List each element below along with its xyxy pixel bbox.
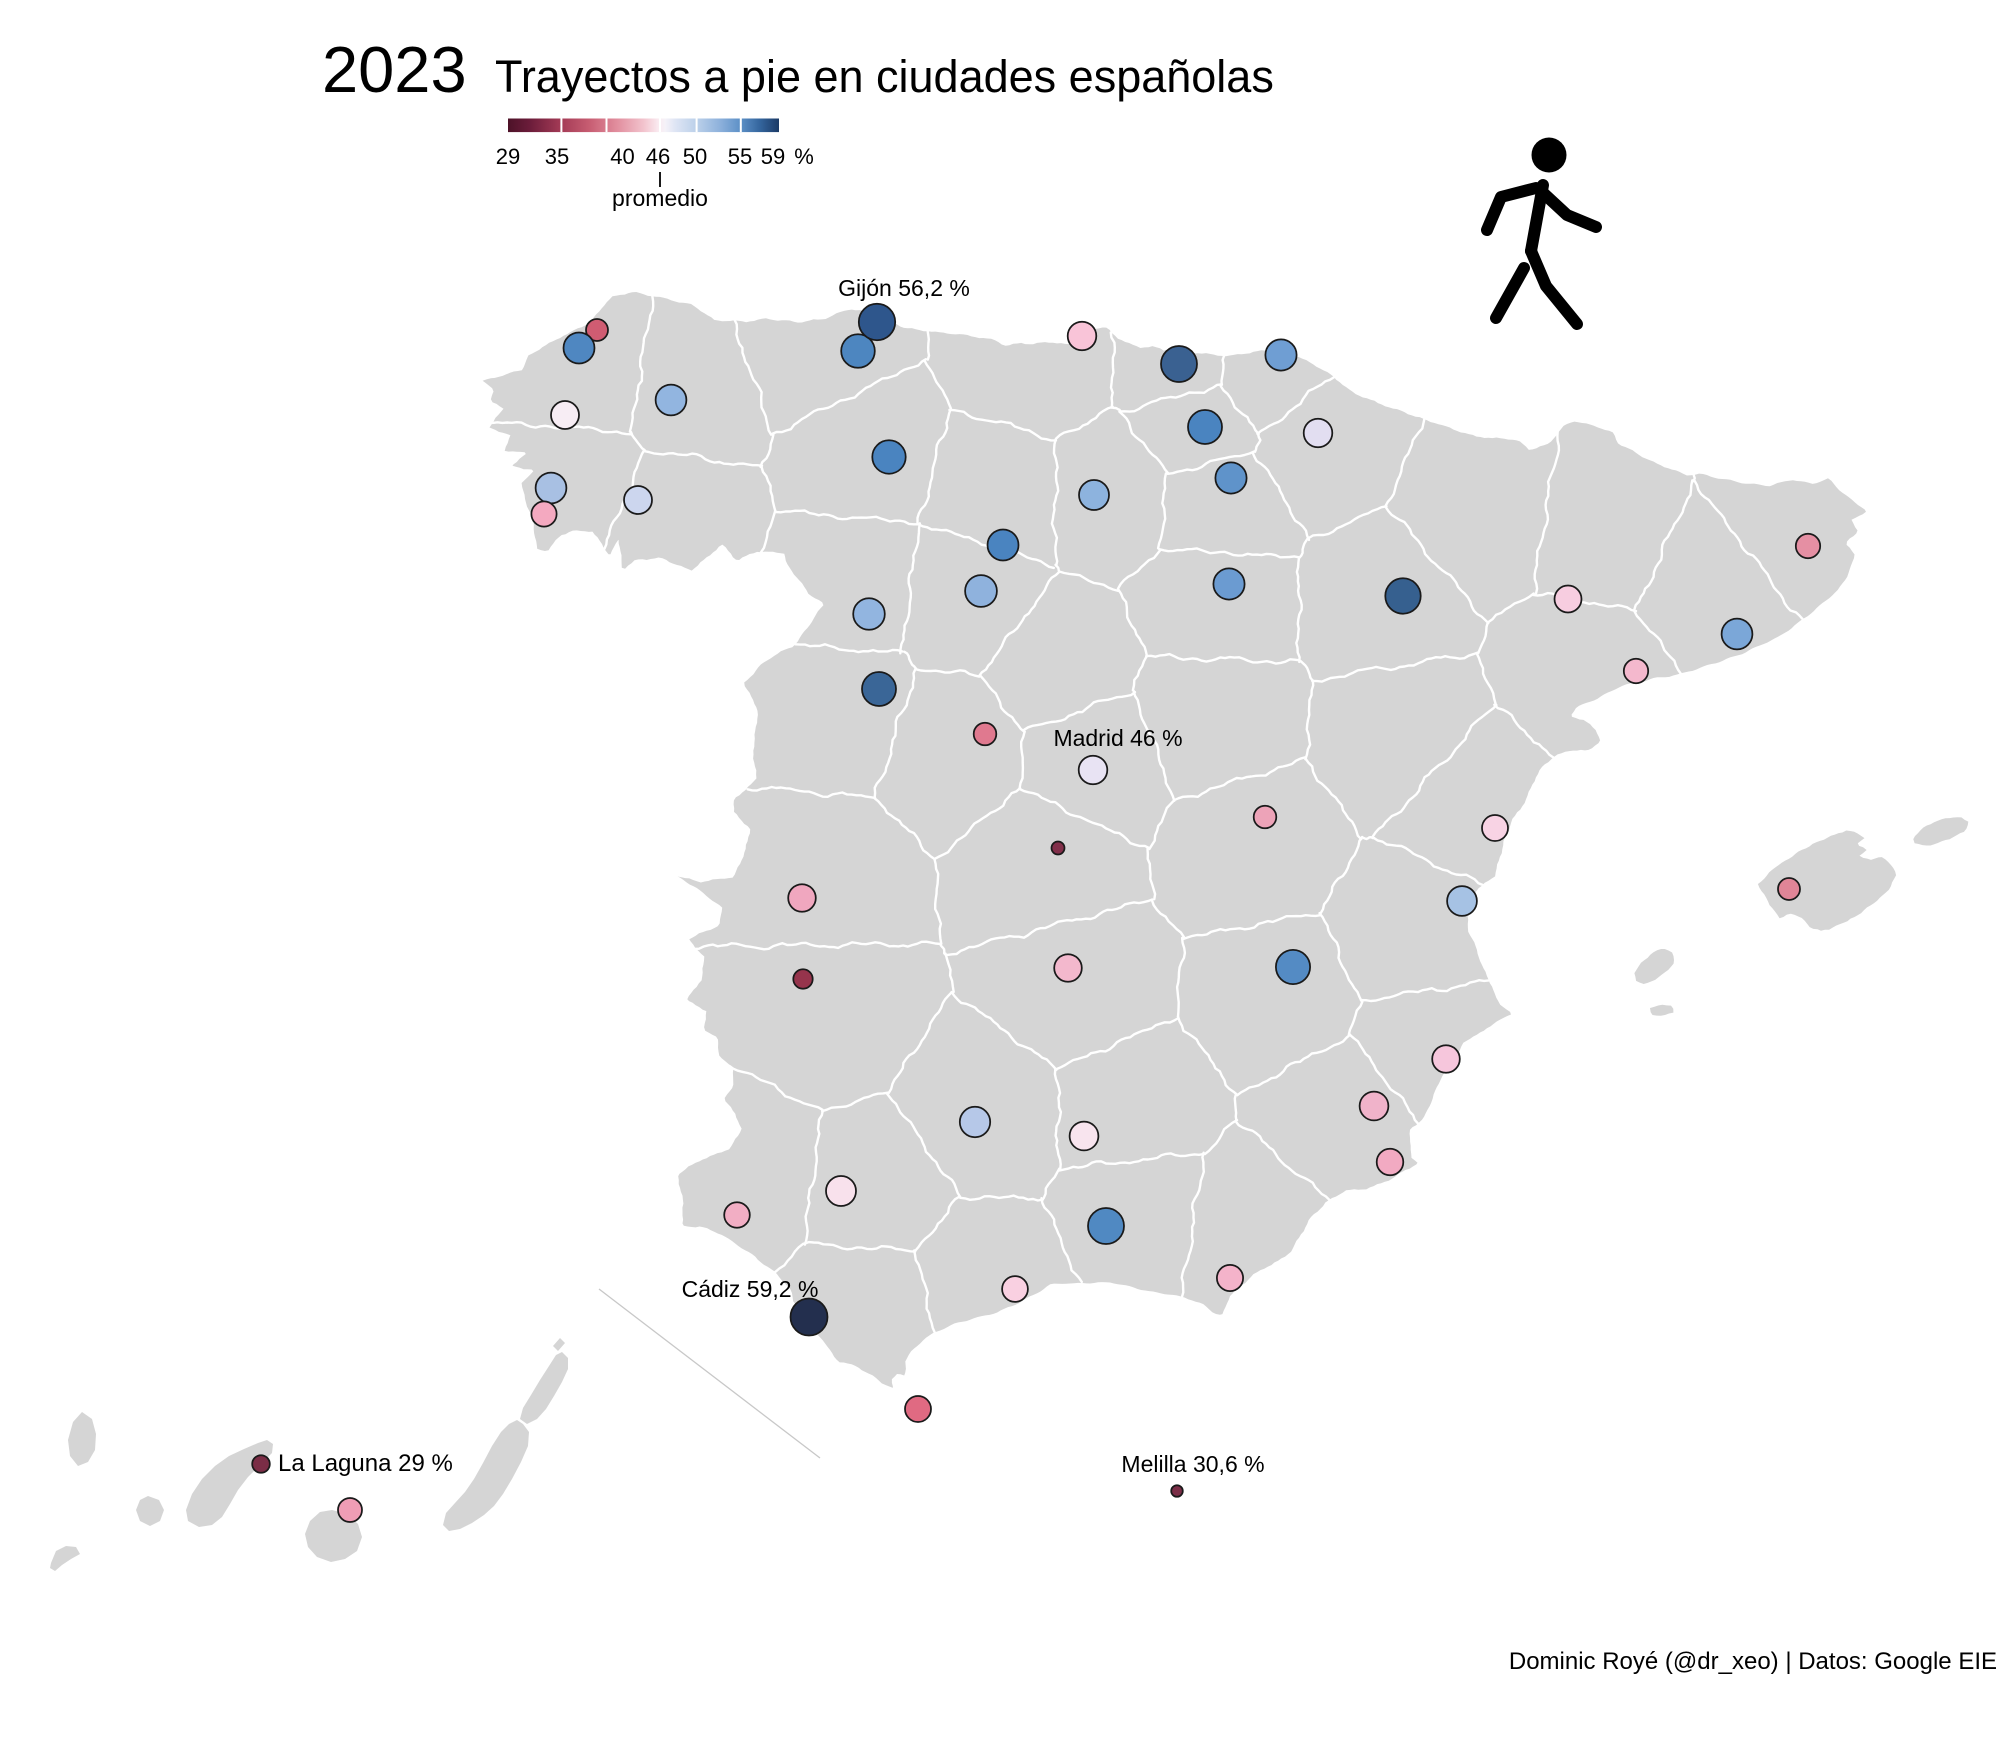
svg-text:Madrid 46 %: Madrid 46 % [1053, 725, 1182, 751]
svg-text:59: 59 [761, 144, 785, 169]
svg-text:La Laguna 29 %: La Laguna 29 % [278, 1450, 453, 1477]
svg-text:Dominic Royé (@dr_xeo) | Datos: Dominic Royé (@dr_xeo) | Datos: Google E… [1509, 1648, 1997, 1675]
svg-text:55: 55 [728, 144, 752, 169]
svg-text:Trayectos a pie en ciudades es: Trayectos a pie en ciudades españolas [495, 51, 1274, 102]
svg-text:50: 50 [683, 144, 707, 169]
svg-text:Cádiz 59,2 %: Cádiz 59,2 % [682, 1276, 819, 1302]
svg-text:Melilla 30,6 %: Melilla 30,6 % [1121, 1451, 1264, 1477]
svg-text:29: 29 [496, 144, 520, 169]
svg-text:46: 46 [646, 144, 670, 169]
svg-text:2023: 2023 [322, 33, 467, 106]
svg-text:35: 35 [545, 144, 569, 169]
svg-text:%: % [794, 144, 814, 169]
svg-text:promedio: promedio [612, 185, 708, 211]
svg-text:Gijón 56,2 %: Gijón 56,2 % [838, 275, 970, 301]
svg-text:40: 40 [610, 144, 634, 169]
